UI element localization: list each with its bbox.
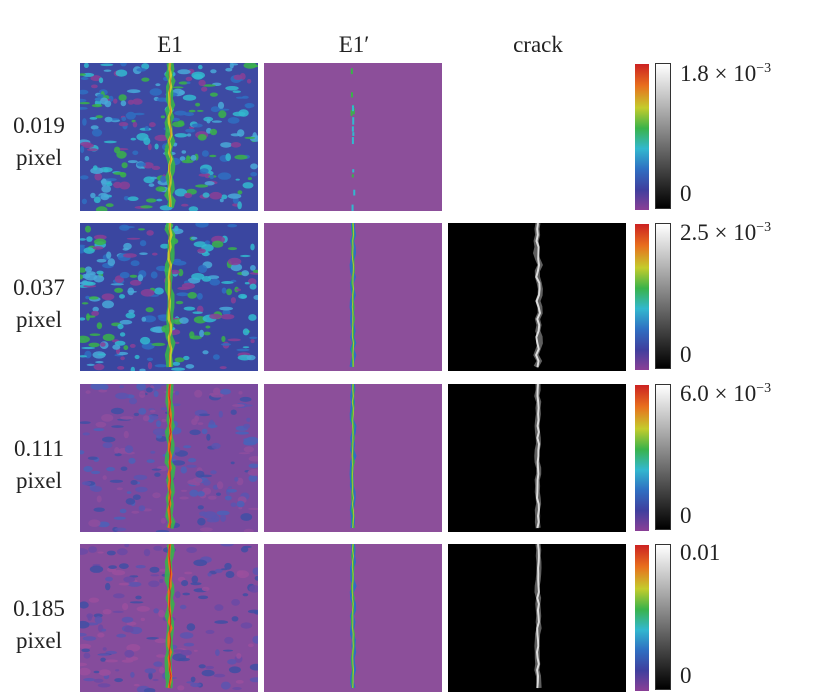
header-e1: E1 <box>157 32 183 57</box>
colorbar-color-3 <box>635 385 649 531</box>
row-label-2: 0.037 pixel <box>0 272 78 336</box>
e1-panel-1 <box>80 63 258 211</box>
colorbar-color-4 <box>635 545 649 691</box>
e1-prime-panel-4 <box>264 544 442 692</box>
crack-panel-3 <box>448 384 626 532</box>
crack-panel-2 <box>448 223 626 371</box>
row-unit: pixel <box>16 145 62 170</box>
e1-prime-panel-1 <box>264 63 442 211</box>
colorbar-min-3: 0 <box>680 503 692 528</box>
colorbar-color-2 <box>635 224 649 370</box>
colorbar-min-1: 0 <box>680 181 692 206</box>
colorbar-min-4: 0 <box>680 663 692 688</box>
row-unit: pixel <box>16 628 62 653</box>
colorbar-max-3: 6.0 × 10−3 <box>680 381 772 406</box>
colorbar-max-1: 1.8 × 10−3 <box>680 61 772 86</box>
e1-panel-4 <box>80 544 258 692</box>
colorbar-max-2: 2.5 × 10−3 <box>680 220 772 245</box>
row-value: 0.019 <box>13 113 65 138</box>
colorbar-gray-1 <box>655 63 671 209</box>
colorbar-gray-2 <box>655 223 671 369</box>
row-unit: pixel <box>16 307 62 332</box>
colorbar-color-1 <box>635 64 649 210</box>
row-label-3: 0.111 pixel <box>0 433 78 497</box>
row-unit: pixel <box>16 468 62 493</box>
row-label-1: 0.019 pixel <box>0 110 78 174</box>
row-label-4: 0.185 pixel <box>0 593 78 657</box>
e1-prime-panel-3 <box>264 384 442 532</box>
e1-prime-panel-2 <box>264 223 442 371</box>
colorbar-gray-3 <box>655 384 671 530</box>
row-value: 0.037 <box>13 275 65 300</box>
colorbar-max-4: 0.01 <box>680 540 721 565</box>
e1-panel-3 <box>80 384 258 532</box>
row-value: 0.111 <box>13 436 65 461</box>
colorbar-gray-4 <box>655 544 671 690</box>
e1-panel-2 <box>80 223 258 371</box>
crack-panel-4 <box>448 544 626 692</box>
header-crack: crack <box>513 32 563 57</box>
row-value: 0.185 <box>13 596 65 621</box>
colorbar-min-2: 0 <box>680 342 692 367</box>
header-e1-prime: E1′ <box>338 32 370 57</box>
